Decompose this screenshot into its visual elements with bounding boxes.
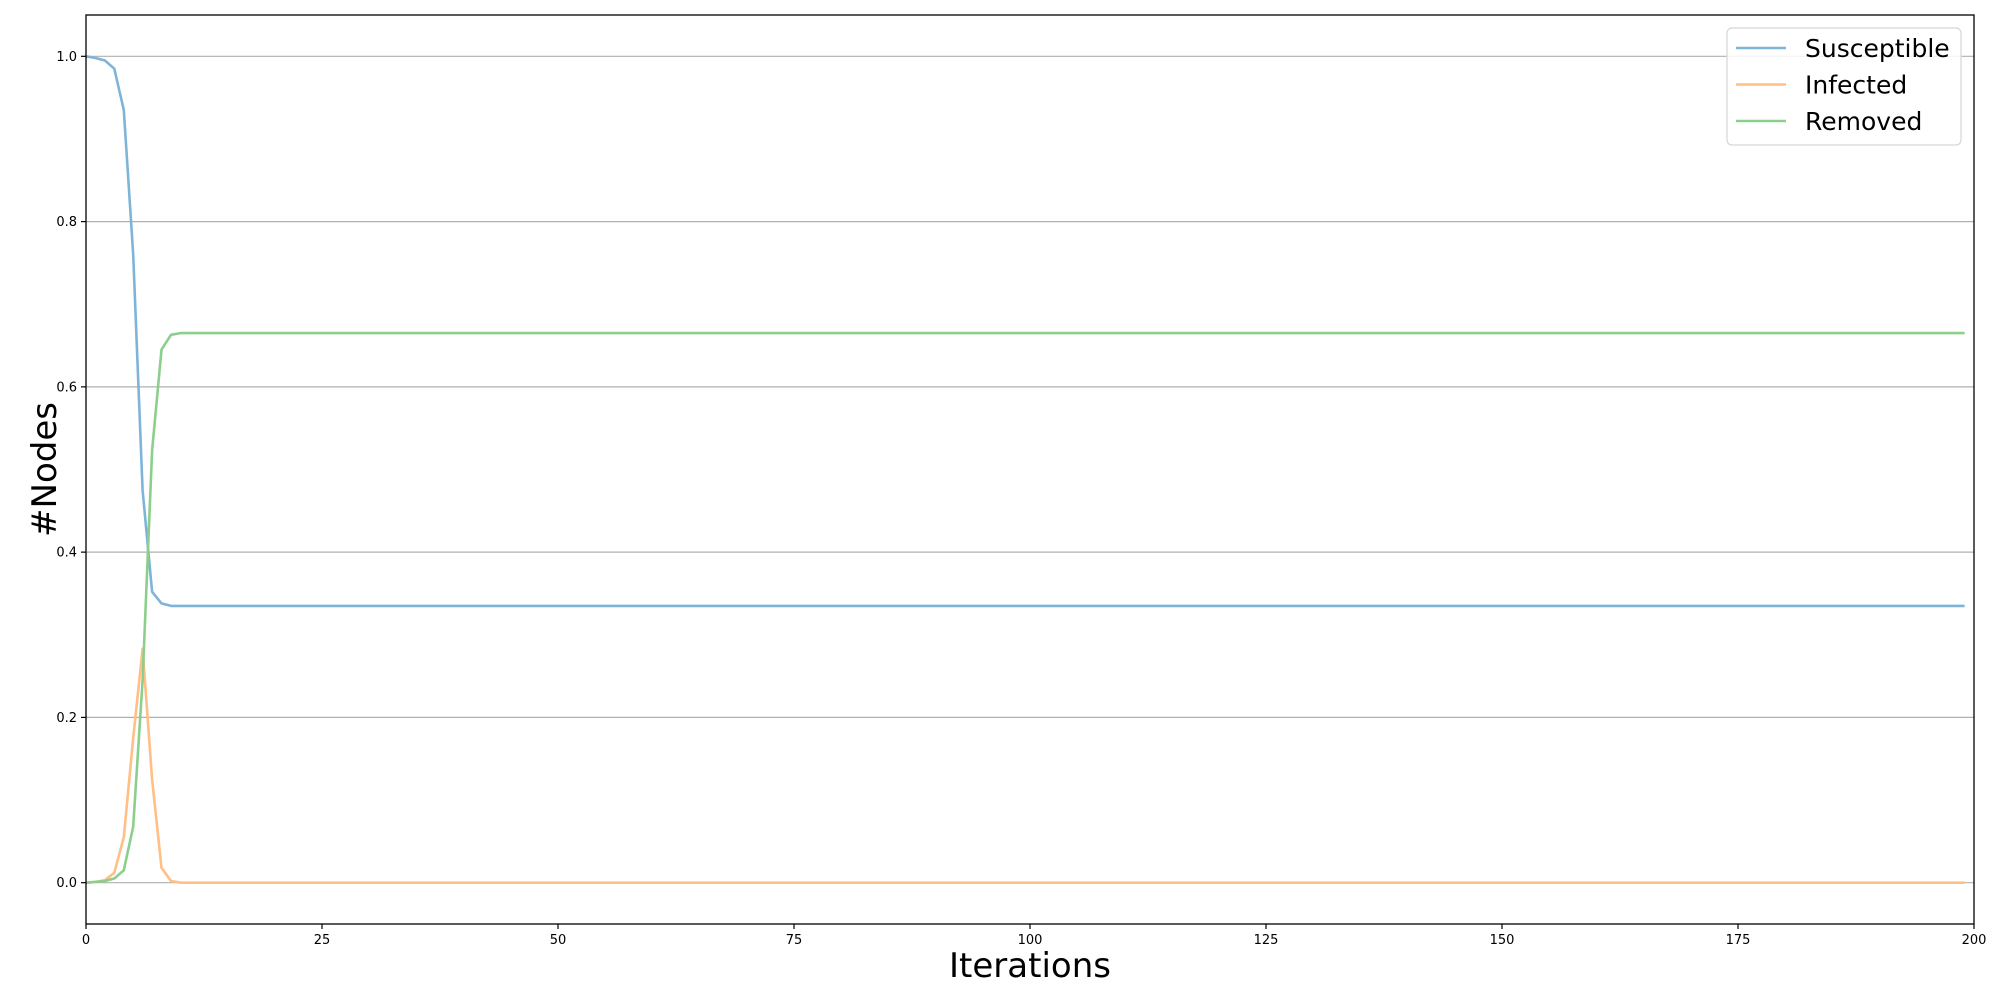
y-tick-label: 0.4 [56,546,77,561]
legend-label: Removed [1805,107,1922,136]
series-line-removed [85,331,1965,884]
x-tick-label: 125 [1254,933,1279,948]
x-tick-label: 175 [1726,933,1751,948]
grid-lines [86,55,1974,884]
y-axis-label: #Nodes [25,402,65,537]
x-tick-label: 150 [1490,933,1515,948]
series-line-susceptible [85,55,1965,608]
y-tick-label: 0.6 [56,380,77,395]
x-tick-label: 25 [314,933,331,948]
y-tick-label: 0.0 [56,876,77,891]
x-tick-label: 200 [1962,933,1987,948]
series-line-infected [85,647,1965,885]
x-tick-label: 100 [1018,933,1043,948]
y-axis-ticks: 0.0 0.2 0.4 0.6 0.8 1.0 [56,50,86,891]
legend: Susceptible Infected Removed [1726,27,1962,146]
series-lines [85,55,1965,885]
x-axis-label: Iterations [949,946,1111,986]
x-tick-label: 0 [82,933,90,948]
y-tick-label: 1.0 [56,50,77,65]
x-tick-label: 50 [550,933,567,948]
x-tick-label: 75 [786,933,803,948]
legend-box [1726,27,1962,146]
y-tick-label: 0.2 [56,711,77,726]
x-axis-ticks: 0 25 50 75 100 125 150 175 200 [82,924,1987,948]
legend-label: Infected [1805,71,1907,100]
legend-label: Susceptible [1805,34,1950,63]
plot-frame [85,14,1975,925]
y-tick-label: 0.8 [56,215,77,230]
